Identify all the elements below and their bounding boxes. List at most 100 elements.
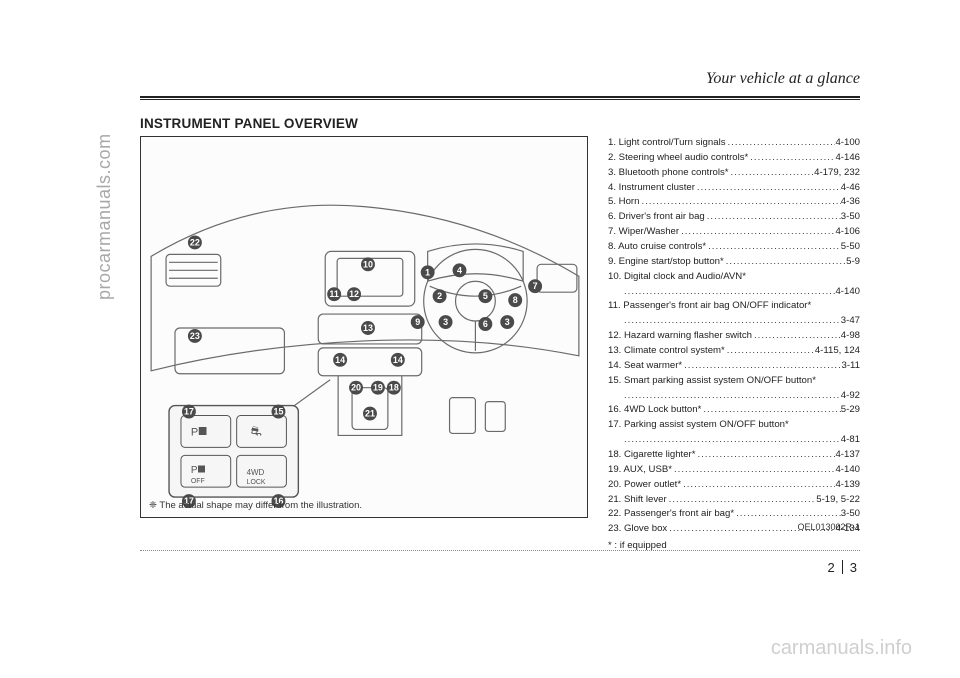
list-item: 7. Wiper/Washer4-106 [608, 225, 860, 240]
section-header: Your vehicle at a glance [706, 70, 860, 88]
svg-text:9: 9 [415, 317, 420, 327]
watermark-left: procarmanuals.com [94, 133, 115, 300]
list-item-label: 3. Bluetooth phone controls* [608, 166, 729, 181]
svg-text:23: 23 [190, 331, 200, 341]
list-item-label: 16. 4WD Lock button* [608, 403, 701, 418]
list-item-page: 5-9 [846, 255, 860, 270]
list-item-page: 5-50 [841, 240, 860, 255]
page-number-separator [842, 560, 843, 574]
list-item: 17. Parking assist system ON/OFF button* [608, 418, 860, 433]
list-item: 12. Hazard warning flasher switch 4-98 [608, 329, 860, 344]
watermark-bottom: carmanuals.info [771, 637, 912, 660]
list-item-page: 5-29 [841, 403, 860, 418]
svg-text:⛐: ⛐ [251, 423, 262, 438]
list-item: 19. AUX, USB* 4-140 [608, 463, 860, 478]
list-item-continuation: 4-92 [608, 389, 860, 404]
list-item-label: 18. Cigarette lighter* [608, 448, 695, 463]
svg-text:OFF: OFF [191, 478, 205, 485]
leader-dots [672, 463, 835, 478]
leader-dots [701, 403, 840, 418]
list-item: 15. Smart parking assist system ON/OFF b… [608, 374, 860, 389]
leader-dots [752, 329, 841, 344]
list-item-page: 4-140 [835, 463, 860, 478]
rule-top-thick [140, 96, 860, 98]
list-item-page: 4-179, 232 [814, 166, 860, 181]
list-item-page: 4-140 [835, 285, 860, 300]
svg-text:10: 10 [363, 259, 373, 269]
svg-text:P⯀: P⯀ [191, 426, 207, 438]
svg-text:14: 14 [393, 355, 403, 365]
list-item: 9. Engine start/stop button* 5-9 [608, 255, 860, 270]
svg-text:12: 12 [349, 289, 359, 299]
leader-dots [622, 314, 841, 329]
list-item-page: 3-11 [842, 359, 861, 374]
list-item-page: 4-137 [835, 448, 860, 463]
list-item-label: 13. Climate control system* [608, 344, 725, 359]
rule-top-thin [140, 99, 860, 100]
list-item-label: 21. Shift lever [608, 493, 667, 508]
leader-dots [734, 507, 841, 522]
page-title: INSTRUMENT PANEL OVERVIEW [140, 116, 358, 131]
list-item-page: 4-46 [841, 181, 860, 196]
list-item-page: 4-92 [841, 389, 860, 404]
svg-text:17: 17 [184, 407, 194, 417]
leader-dots [682, 359, 841, 374]
list-item-label: 11. Passenger's front air bag ON/OFF ind… [608, 299, 811, 314]
figure-caption: ❈ The actual shape may differ from the i… [149, 500, 362, 511]
list-item: 21. Shift lever 5-19, 5-22 [608, 493, 860, 508]
svg-text:14: 14 [335, 355, 345, 365]
list-item-label: 14. Seat warmer* [608, 359, 682, 374]
list-item: 11. Passenger's front air bag ON/OFF ind… [608, 299, 860, 314]
list-item: 3. Bluetooth phone controls* 4-179, 232 [608, 166, 860, 181]
svg-text:19: 19 [373, 383, 383, 393]
list-item-page: 4-139 [835, 478, 860, 493]
list-item: 16. 4WD Lock button* 5-29 [608, 403, 860, 418]
chapter-number: 2 [828, 560, 835, 575]
svg-text:18: 18 [389, 383, 399, 393]
list-item: 13. Climate control system*4-115, 124 [608, 344, 860, 359]
list-item-page: 3-47 [841, 314, 860, 329]
leader-dots [729, 166, 815, 181]
list-item: 14. Seat warmer* 3-11 [608, 359, 860, 374]
rule-dotted [140, 550, 860, 551]
leader-dots [622, 285, 835, 300]
page-in-chapter: 3 [850, 560, 857, 575]
list-item-page: 5-19, 5-22 [816, 493, 860, 508]
svg-text:2: 2 [437, 291, 442, 301]
list-item-label: 7. Wiper/Washer [608, 225, 679, 240]
list-item-page: 4-134 [835, 522, 860, 537]
svg-text:8: 8 [513, 295, 518, 305]
leader-dots [706, 240, 841, 255]
list-item-label: 20. Power outlet* [608, 478, 681, 493]
list-item: 1. Light control/Turn signals 4-100 [608, 136, 860, 151]
list-item-label: 1. Light control/Turn signals [608, 136, 726, 151]
page-number: 2 3 [825, 560, 860, 574]
list-item-label: 9. Engine start/stop button* [608, 255, 724, 270]
list-item-continuation: 3-47 [608, 314, 860, 329]
list-item-page: 4-98 [841, 329, 860, 344]
leader-dots [679, 225, 835, 240]
list-item-label: 8. Auto cruise controls* [608, 240, 706, 255]
list-footnote: * : if equipped [608, 539, 860, 554]
svg-text:11: 11 [329, 289, 338, 299]
list-item: 22. Passenger's front air bag*3-50 [608, 507, 860, 522]
list-item-page: 4-146 [835, 151, 860, 166]
list-item-label: 19. AUX, USB* [608, 463, 672, 478]
list-item: 8. Auto cruise controls* 5-50 [608, 240, 860, 255]
svg-text:3: 3 [505, 317, 510, 327]
svg-text:21: 21 [365, 409, 375, 419]
leader-dots [667, 493, 817, 508]
list-item: 20. Power outlet* 4-139 [608, 478, 860, 493]
list-item-label: 5. Horn [608, 195, 639, 210]
leader-dots [725, 344, 815, 359]
leader-dots [681, 478, 835, 493]
list-item-label: 12. Hazard warning flasher switch [608, 329, 752, 344]
list-item-page: 4-100 [835, 136, 860, 151]
list-item-label: 23. Glove box [608, 522, 667, 537]
leader-dots [622, 433, 841, 448]
svg-text:1: 1 [425, 267, 430, 277]
svg-text:13: 13 [363, 323, 373, 333]
list-item-page: 3-50 [841, 210, 860, 225]
leader-dots [705, 210, 841, 225]
svg-text:5: 5 [483, 291, 488, 301]
